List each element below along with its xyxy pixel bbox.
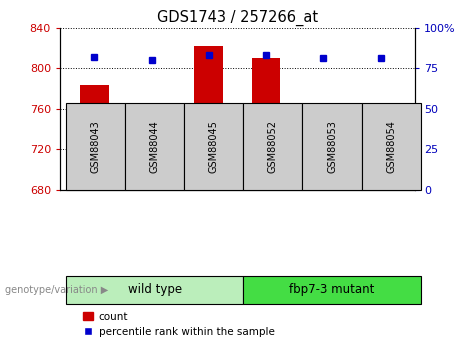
Text: genotype/variation ▶: genotype/variation ▶ [5,285,108,295]
Bar [309,126,337,190]
Bar [125,104,184,190]
Text: GSM88052: GSM88052 [268,120,278,173]
Bar [66,104,125,190]
Bar [184,104,243,190]
Bar [252,58,280,190]
Bar [366,106,395,190]
Legend: count, percentile rank within the sample: count, percentile rank within the sample [83,312,274,337]
Bar [302,104,361,190]
Bar [195,46,223,190]
Bar [361,104,421,190]
Text: GSM88053: GSM88053 [327,120,337,173]
Bar [243,104,302,190]
Bar [137,153,166,190]
Text: GSM88043: GSM88043 [90,120,100,173]
Bar [80,85,109,190]
Bar [243,276,421,304]
Text: GSM88045: GSM88045 [209,120,219,173]
Title: GDS1743 / 257266_at: GDS1743 / 257266_at [157,10,318,26]
Text: GSM88054: GSM88054 [386,120,396,173]
Bar [66,276,243,304]
Text: GSM88044: GSM88044 [149,120,160,173]
Text: fbp7-3 mutant: fbp7-3 mutant [290,283,375,296]
Text: wild type: wild type [128,283,182,296]
